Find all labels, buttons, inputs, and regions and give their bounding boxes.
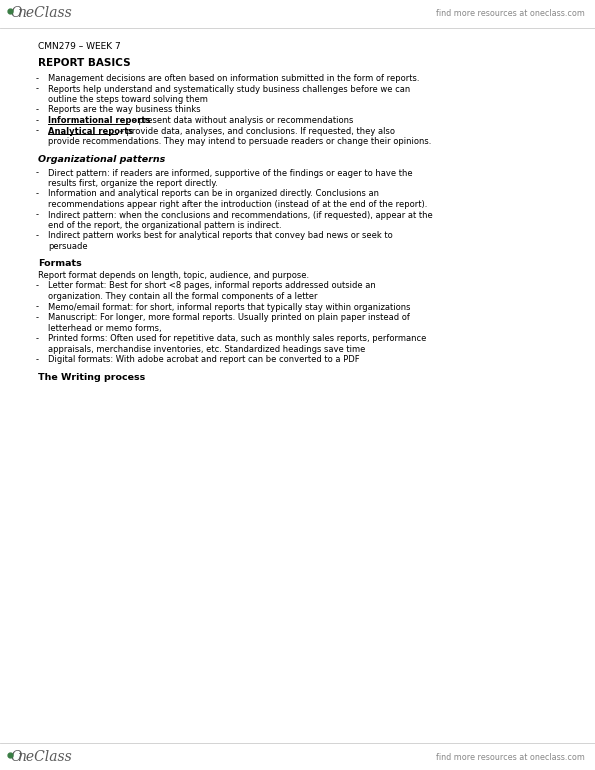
Text: Digital formats: With adobe acrobat and report can be converted to a PDF: Digital formats: With adobe acrobat and … xyxy=(48,355,359,364)
Text: outline the steps toward solving them: outline the steps toward solving them xyxy=(48,95,208,104)
Text: -: - xyxy=(36,189,39,199)
Text: -: - xyxy=(36,303,39,312)
Text: recommendations appear right after the introduction (instead of at the end of th: recommendations appear right after the i… xyxy=(48,200,427,209)
Text: -: - xyxy=(36,85,39,93)
Text: -: - xyxy=(36,210,39,219)
Text: Organizational patterns: Organizational patterns xyxy=(38,156,165,165)
Text: Direct pattern: if readers are informed, supportive of the findings or eager to : Direct pattern: if readers are informed,… xyxy=(48,169,412,178)
Text: Informational reports: Informational reports xyxy=(48,116,151,125)
Text: -: - xyxy=(36,116,39,125)
Text: appraisals, merchandise inventories, etc. Standardized headings save time: appraisals, merchandise inventories, etc… xyxy=(48,344,365,353)
Text: results first, organize the report directly.: results first, organize the report direc… xyxy=(48,179,218,188)
Text: -: - xyxy=(36,334,39,343)
Text: -: - xyxy=(36,282,39,290)
Text: provide recommendations. They may intend to persuade readers or change their opi: provide recommendations. They may intend… xyxy=(48,137,431,146)
Text: Management decisions are often based on information submitted in the form of rep: Management decisions are often based on … xyxy=(48,74,419,83)
Text: neClass: neClass xyxy=(17,6,72,20)
Text: find more resources at oneclass.com: find more resources at oneclass.com xyxy=(436,752,585,762)
Text: Indirect pattern: when the conclusions and recommendations, (if requested), appe: Indirect pattern: when the conclusions a… xyxy=(48,210,433,219)
Text: persuade: persuade xyxy=(48,242,87,251)
Text: -: - xyxy=(36,126,39,136)
Text: Letter format: Best for short <8 pages, informal reports addressed outside an: Letter format: Best for short <8 pages, … xyxy=(48,282,376,290)
Text: Reports help understand and systematically study business challenges before we c: Reports help understand and systematical… xyxy=(48,85,410,93)
Text: – present data without analysis or recommendations: – present data without analysis or recom… xyxy=(129,116,353,125)
Text: -: - xyxy=(36,74,39,83)
Text: organization. They contain all the formal components of a letter: organization. They contain all the forma… xyxy=(48,292,318,301)
Text: -: - xyxy=(36,169,39,178)
Text: Analytical reports: Analytical reports xyxy=(48,126,133,136)
Text: Report format depends on length, topic, audience, and purpose.: Report format depends on length, topic, … xyxy=(38,270,309,280)
Text: O: O xyxy=(10,6,21,20)
Text: Information and analytical reports can be in organized directly. Conclusions an: Information and analytical reports can b… xyxy=(48,189,379,199)
Text: Formats: Formats xyxy=(38,259,82,269)
Text: Memo/email format: for short, informal reports that typically stay within organi: Memo/email format: for short, informal r… xyxy=(48,303,411,312)
Text: -: - xyxy=(36,105,39,115)
Text: -: - xyxy=(36,355,39,364)
Text: letterhead or memo forms,: letterhead or memo forms, xyxy=(48,323,162,333)
Text: end of the report, the organizational pattern is indirect.: end of the report, the organizational pa… xyxy=(48,221,281,230)
Text: The Writing process: The Writing process xyxy=(38,373,145,383)
Text: Indirect pattern works best for analytical reports that convey bad news or seek : Indirect pattern works best for analytic… xyxy=(48,232,393,240)
Text: find more resources at oneclass.com: find more resources at oneclass.com xyxy=(436,8,585,18)
Text: Reports are the way business thinks: Reports are the way business thinks xyxy=(48,105,201,115)
Text: REPORT BASICS: REPORT BASICS xyxy=(38,58,131,68)
Text: neClass: neClass xyxy=(17,750,72,764)
Text: – provide data, analyses, and conclusions. If requested, they also: – provide data, analyses, and conclusion… xyxy=(117,126,395,136)
Text: CMN279 – WEEK 7: CMN279 – WEEK 7 xyxy=(38,42,121,51)
Text: -: - xyxy=(36,232,39,240)
Text: Printed forms: Often used for repetitive data, such as monthly sales reports, pe: Printed forms: Often used for repetitive… xyxy=(48,334,427,343)
Text: -: - xyxy=(36,313,39,322)
Text: O: O xyxy=(10,750,21,764)
Text: Manuscript: For longer, more formal reports. Usually printed on plain paper inst: Manuscript: For longer, more formal repo… xyxy=(48,313,410,322)
